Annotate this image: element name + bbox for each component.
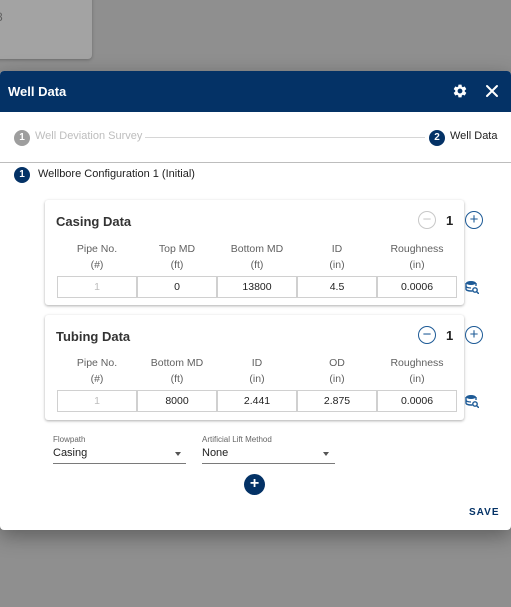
configuration-number: 1 — [14, 167, 30, 183]
column-header: Top MD (ft) — [158, 243, 196, 271]
artificial-lift-select[interactable]: None — [202, 447, 229, 459]
flowpath-underline — [53, 463, 186, 464]
column-header: Pipe No. (#) — [76, 243, 118, 271]
step-1-label[interactable]: Well Deviation Survey — [35, 130, 143, 142]
configuration-label: Wellbore Configuration 1 (Initial) — [38, 168, 195, 180]
chevron-down-icon[interactable] — [175, 452, 181, 456]
background-card: 8 — [0, 0, 92, 59]
casing-data-card: Casing Data − 1 + Pipe No. (#) Top MD (ft)… — [45, 200, 483, 305]
column-header: Roughness (in) — [390, 357, 444, 385]
close-icon[interactable] — [485, 83, 501, 99]
step-2-circle[interactable]: 2 — [429, 130, 445, 146]
flowpath-label: Flowpath — [53, 435, 86, 444]
save-button[interactable]: SAVE — [469, 507, 500, 518]
tubing-cell-id[interactable]: 2.441 — [217, 390, 297, 412]
background-fragment: 8 — [0, 10, 3, 24]
chevron-down-icon[interactable] — [323, 452, 329, 456]
column-header: Roughness (in) — [390, 243, 444, 271]
column-header: ID (in) — [249, 357, 265, 385]
casing-cell-roughness[interactable]: 0.0006 — [377, 276, 457, 298]
column-header: ID (in) — [329, 243, 345, 271]
column-header: Pipe No. (#) — [76, 357, 118, 385]
casing-cell-top-md[interactable]: 0 — [137, 276, 217, 298]
tubing-title: Tubing Data — [56, 329, 131, 344]
column-header: Bottom MD (ft) — [230, 243, 284, 271]
casing-cell-id[interactable]: 4.5 — [297, 276, 377, 298]
casing-title: Casing Data — [56, 214, 132, 229]
dialog-header: Well Data — [0, 71, 511, 112]
step-2-label[interactable]: Well Data — [450, 130, 498, 142]
database-search-icon[interactable] — [465, 394, 480, 409]
casing-cell-bottom-md[interactable]: 13800 — [217, 276, 297, 298]
casing-cell-pipe-no: 1 — [57, 276, 137, 298]
database-search-icon[interactable] — [465, 280, 480, 295]
tubing-cell-pipe-no: 1 — [57, 390, 137, 412]
dialog-title: Well Data — [8, 84, 67, 99]
tubing-count: 1 — [446, 328, 454, 343]
tubing-cell-bottom-md[interactable]: 8000 — [137, 390, 217, 412]
divider — [0, 162, 511, 163]
artificial-lift-underline — [202, 463, 335, 464]
tubing-data-card: Tubing Data − 1 + Pipe No. (#) Bottom MD(… — [45, 315, 483, 420]
tubing-remove-button[interactable]: − — [418, 326, 436, 344]
add-configuration-button[interactable]: + — [244, 474, 265, 495]
gear-icon[interactable] — [452, 83, 468, 99]
tubing-cell-roughness[interactable]: 0.0006 — [377, 390, 457, 412]
casing-count: 1 — [446, 213, 454, 228]
step-1-circle[interactable]: 1 — [14, 130, 30, 146]
tubing-cell-od[interactable]: 2.875 — [297, 390, 377, 412]
tubing-add-button[interactable]: + — [465, 326, 483, 344]
column-header: Bottom MD (ft) — [150, 357, 204, 385]
well-data-dialog: Well Data 1 Well Deviation Survey 2 Well… — [0, 71, 511, 530]
casing-remove-button[interactable]: − — [418, 211, 436, 229]
flowpath-select[interactable]: Casing — [53, 447, 88, 459]
artificial-lift-label: Artificial Lift Method — [202, 435, 272, 444]
stepper-connector — [145, 137, 425, 138]
casing-add-button[interactable]: + — [465, 211, 483, 229]
column-header: OD (in) — [329, 357, 345, 385]
